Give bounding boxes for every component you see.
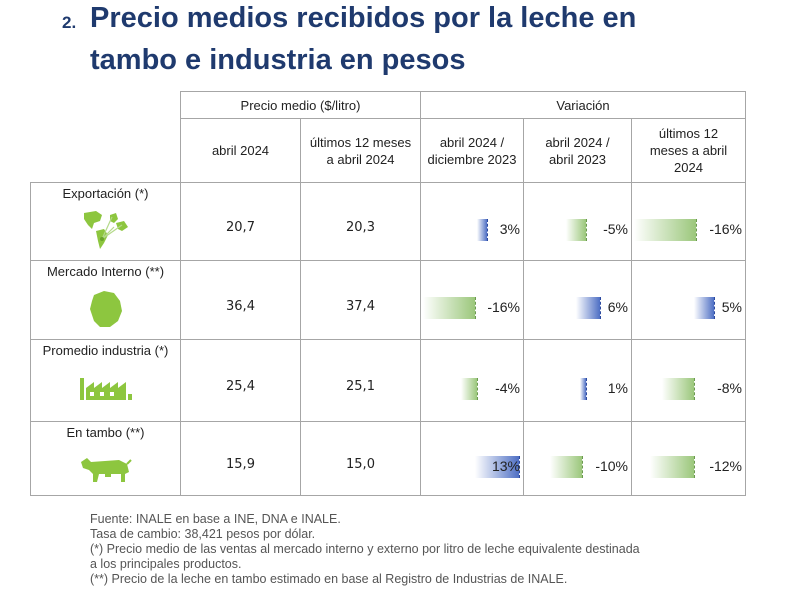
variation-bar xyxy=(662,377,695,400)
variation-value: -10% xyxy=(595,457,628,474)
row-label: Promedio industria (*) xyxy=(42,343,169,358)
abril-2024-value: 36,4 xyxy=(180,260,301,340)
variation-cell: -16% xyxy=(420,260,524,340)
abril-2024-value: 15,9 xyxy=(180,421,301,496)
variation-cell: 13% xyxy=(420,421,524,496)
variation-value: 6% xyxy=(607,299,628,315)
variation-bar xyxy=(566,218,587,241)
header-precio-medio: Precio medio ($/litro) xyxy=(180,91,421,119)
col-header-abr-abr: abril 2024 / abril 2023 xyxy=(523,118,632,183)
cow-icon xyxy=(80,458,132,482)
variation-cell: -10% xyxy=(523,421,632,496)
variation-cell: -4% xyxy=(420,339,524,422)
variation-bar xyxy=(423,297,476,319)
table-row: Mercado Interno (**) 36,4 37,4 -16% 6% 5… xyxy=(30,260,746,340)
variation-value: -4% xyxy=(495,379,520,396)
col-header-ultimos-12-meses-text: últimos 12 meses a abril 2024 xyxy=(309,134,412,167)
variation-value: 3% xyxy=(499,220,520,237)
variation-bar xyxy=(550,455,583,478)
variation-value: 1% xyxy=(607,379,628,396)
variation-cell: 6% xyxy=(523,260,632,340)
abril-2024-value: 25,4 xyxy=(180,339,301,422)
variation-value: -16% xyxy=(487,299,520,315)
row-label-cell: En tambo (**) xyxy=(30,421,181,496)
table-corner xyxy=(30,91,181,183)
variation-value: -5% xyxy=(603,220,628,237)
variation-cell: -12% xyxy=(631,421,746,496)
row-label: En tambo (**) xyxy=(66,425,145,440)
row-label: Mercado Interno (**) xyxy=(46,264,165,279)
col-header-ultimos-12-meses: últimos 12 meses a abril 2024 xyxy=(300,118,421,183)
factory-icon xyxy=(79,378,132,400)
col-header-var-ultimos-12-text: últimos 12 meses a abril 2024 xyxy=(649,126,728,175)
uruguay-map-icon xyxy=(89,291,122,327)
variation-bar xyxy=(634,218,697,241)
price-table: Precio medio ($/litro) Variación abril 2… xyxy=(30,91,746,496)
variation-bar xyxy=(475,455,520,478)
ultimos-12-value: 20,3 xyxy=(300,182,421,261)
col-header-var-ultimos-12: últimos 12 meses a abril 2024 xyxy=(631,118,746,183)
variation-cell: 1% xyxy=(523,339,632,422)
table-row: Exportación (*) 20,7 20,3 3% -5% -16% xyxy=(30,182,746,261)
col-header-abr-abr-text: abril 2024 / abril 2023 xyxy=(545,134,610,167)
variation-cell: 5% xyxy=(631,260,746,340)
title-line-2: tambo e industria en pesos xyxy=(90,44,466,76)
footnote-double-star: (**) Precio de la leche en tambo estimad… xyxy=(90,572,568,586)
section-number: 2. xyxy=(62,13,77,32)
footnote-source: Fuente: INALE en base a INE, DNA e INALE… xyxy=(90,512,341,526)
variation-cell: -8% xyxy=(631,339,746,422)
variation-bar xyxy=(461,377,478,400)
table-row: En tambo (**) 15,9 15,0 13% -10% -12% xyxy=(30,421,746,496)
table-row: Promedio industria (*) 25,4 25,1 -4% 1% … xyxy=(30,339,746,422)
title-line-1: Precio medios recibidos por la leche en xyxy=(90,2,637,34)
variation-bar xyxy=(650,455,695,478)
variation-value: -16% xyxy=(709,220,742,237)
variation-value: -12% xyxy=(709,457,742,474)
variation-cell: -5% xyxy=(523,182,632,261)
footnote-exchange-rate: Tasa de cambio: 38,421 pesos por dólar. xyxy=(90,527,316,541)
world-map-icon xyxy=(83,211,128,249)
ultimos-12-value: 15,0 xyxy=(300,421,421,496)
variation-value: 13% xyxy=(491,457,520,474)
col-header-abr-dic: abril 2024 / diciembre 2023 xyxy=(420,118,524,183)
footnote-star: (*) Precio medio de las ventas al mercad… xyxy=(90,542,640,556)
variation-bar xyxy=(694,297,715,319)
row-label-cell: Mercado Interno (**) xyxy=(30,260,181,340)
variation-bar xyxy=(477,218,488,241)
variation-bar xyxy=(580,377,587,400)
header-variacion: Variación xyxy=(420,91,746,119)
variation-bar xyxy=(576,297,601,319)
col-header-abr-dic-text: abril 2024 / diciembre 2023 xyxy=(427,134,517,167)
variation-cell: -16% xyxy=(631,182,746,261)
row-label: Exportación (*) xyxy=(62,186,149,201)
ultimos-12-value: 37,4 xyxy=(300,260,421,340)
variation-cell: 3% xyxy=(420,182,524,261)
variation-value: 5% xyxy=(721,299,742,315)
row-label-cell: Exportación (*) xyxy=(30,182,181,261)
footnotes: Fuente: INALE en base a INE, DNA e INALE… xyxy=(90,512,780,587)
col-header-abril-2024: abril 2024 xyxy=(180,118,301,183)
ultimos-12-value: 25,1 xyxy=(300,339,421,422)
variation-value: -8% xyxy=(717,379,742,396)
abril-2024-value: 20,7 xyxy=(180,182,301,261)
footnote-star-cont: a los principales productos. xyxy=(90,557,242,571)
row-label-cell: Promedio industria (*) xyxy=(30,339,181,422)
